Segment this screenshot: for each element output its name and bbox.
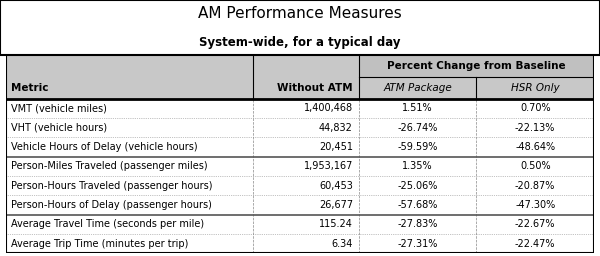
Text: -20.87%: -20.87% bbox=[515, 181, 556, 191]
Text: VMT (vehicle miles): VMT (vehicle miles) bbox=[11, 103, 107, 113]
Text: -22.67%: -22.67% bbox=[515, 219, 556, 229]
Text: 115.24: 115.24 bbox=[319, 219, 353, 229]
Text: -47.30%: -47.30% bbox=[515, 200, 556, 210]
Text: Person-Hours of Delay (passenger hours): Person-Hours of Delay (passenger hours) bbox=[11, 200, 212, 210]
Text: Person-Miles Traveled (passenger miles): Person-Miles Traveled (passenger miles) bbox=[11, 161, 208, 172]
Bar bbox=[6, 234, 594, 253]
Text: Person-Hours Traveled (passenger hours): Person-Hours Traveled (passenger hours) bbox=[11, 181, 212, 191]
Text: Metric: Metric bbox=[11, 83, 48, 93]
Text: -48.64%: -48.64% bbox=[515, 142, 555, 152]
Text: VHT (vehicle hours): VHT (vehicle hours) bbox=[11, 123, 107, 133]
Text: Average Trip Time (minutes per trip): Average Trip Time (minutes per trip) bbox=[11, 239, 188, 249]
Text: 1.51%: 1.51% bbox=[402, 103, 433, 113]
Text: 1.35%: 1.35% bbox=[402, 161, 433, 172]
Text: -59.59%: -59.59% bbox=[397, 142, 438, 152]
Text: -57.68%: -57.68% bbox=[397, 200, 438, 210]
Bar bbox=[6, 195, 594, 215]
Bar bbox=[6, 215, 594, 234]
Text: -25.06%: -25.06% bbox=[397, 181, 438, 191]
Text: 1,400,468: 1,400,468 bbox=[304, 103, 353, 113]
Text: System-wide, for a typical day: System-wide, for a typical day bbox=[199, 36, 401, 49]
Text: -26.74%: -26.74% bbox=[397, 123, 438, 133]
Bar bbox=[6, 176, 594, 195]
Text: AM Performance Measures: AM Performance Measures bbox=[198, 6, 402, 21]
Bar bbox=[6, 99, 594, 118]
Text: 20,451: 20,451 bbox=[319, 142, 353, 152]
Text: 0.70%: 0.70% bbox=[520, 103, 551, 113]
Text: ATM Package: ATM Package bbox=[383, 83, 452, 93]
Text: 0.50%: 0.50% bbox=[520, 161, 551, 172]
Text: 1,953,167: 1,953,167 bbox=[304, 161, 353, 172]
Bar bbox=[6, 137, 594, 157]
Text: Average Travel Time (seconds per mile): Average Travel Time (seconds per mile) bbox=[11, 219, 204, 229]
Text: 60,453: 60,453 bbox=[319, 181, 353, 191]
Text: Percent Change from Baseline: Percent Change from Baseline bbox=[387, 61, 566, 71]
Text: HSR Only: HSR Only bbox=[511, 83, 560, 93]
Text: Without ATM: Without ATM bbox=[277, 83, 353, 93]
Bar bbox=[6, 118, 594, 137]
Text: 44,832: 44,832 bbox=[319, 123, 353, 133]
Text: -27.83%: -27.83% bbox=[397, 219, 438, 229]
Text: -22.47%: -22.47% bbox=[515, 239, 556, 249]
Text: 6.34: 6.34 bbox=[332, 239, 353, 249]
Text: Vehicle Hours of Delay (vehicle hours): Vehicle Hours of Delay (vehicle hours) bbox=[11, 142, 197, 152]
Bar bbox=[6, 55, 594, 99]
Text: -22.13%: -22.13% bbox=[515, 123, 556, 133]
Text: -27.31%: -27.31% bbox=[397, 239, 438, 249]
Bar bbox=[6, 157, 594, 176]
Bar bbox=[359, 55, 594, 77]
Text: 26,677: 26,677 bbox=[319, 200, 353, 210]
